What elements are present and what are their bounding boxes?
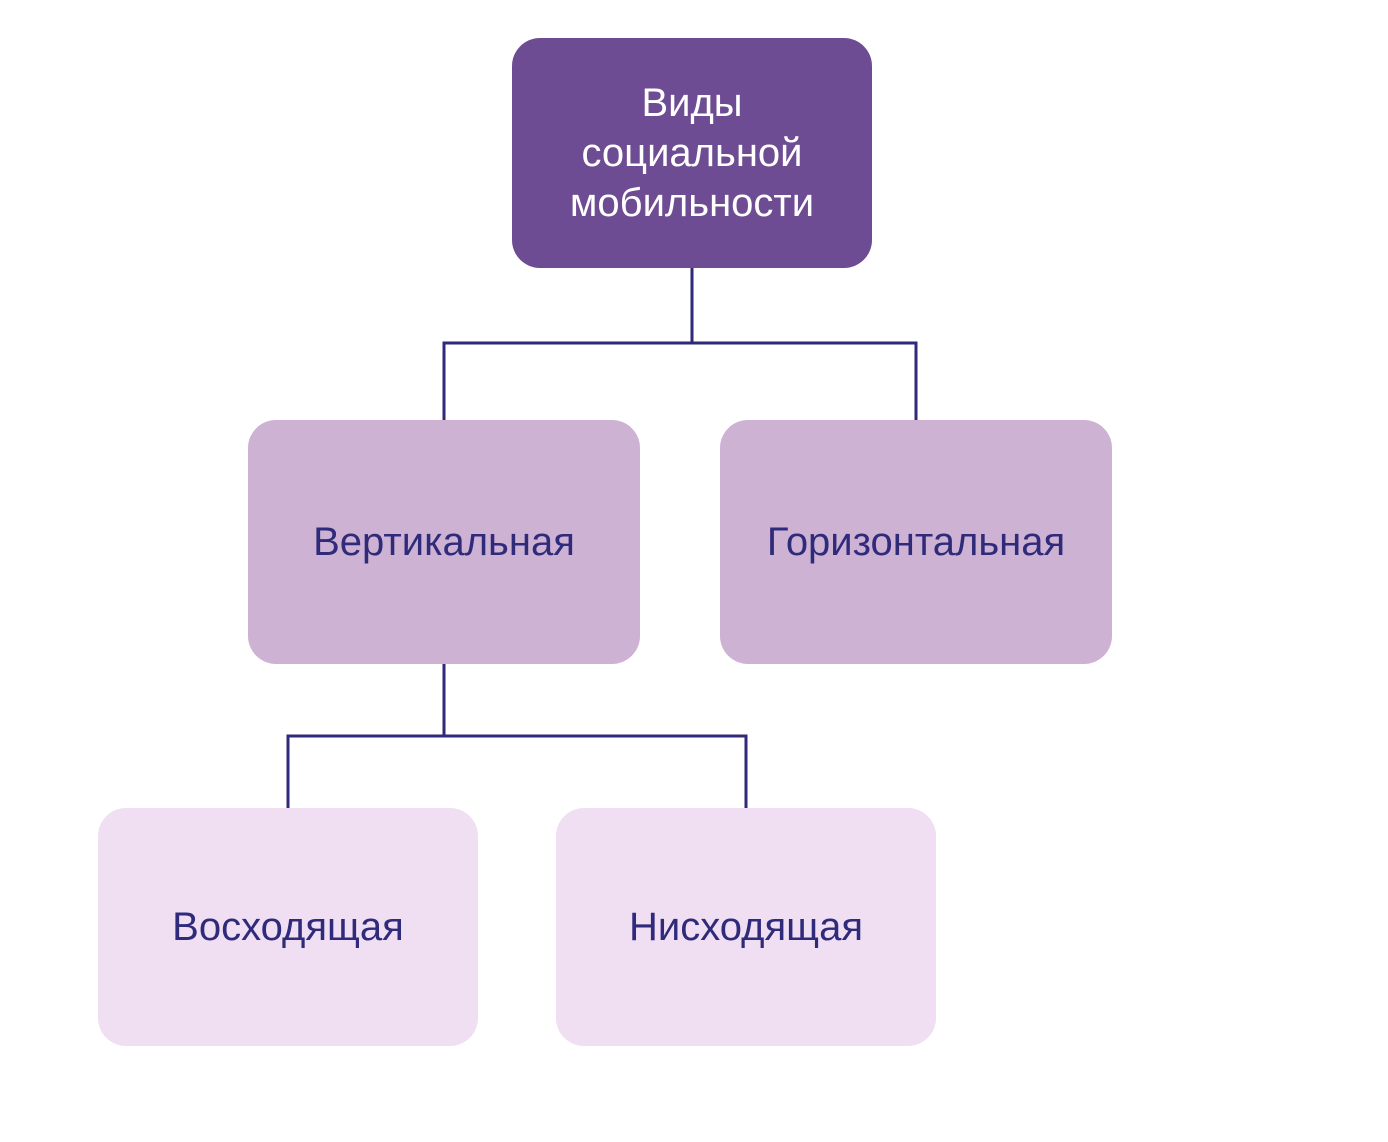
node-ascending: Восходящая [98, 808, 478, 1046]
node-vertical: Вертикальная [248, 420, 640, 664]
node-vertical-label: Вертикальная [313, 517, 575, 567]
tree-diagram: Виды социальной мобильности Вертикальная… [0, 0, 1388, 1142]
node-descending: Нисходящая [556, 808, 936, 1046]
node-root-label: Виды социальной мобильности [570, 78, 814, 228]
node-horizontal-label: Горизонтальная [767, 517, 1065, 567]
node-horizontal: Горизонтальная [720, 420, 1112, 664]
node-ascending-label: Восходящая [172, 902, 404, 952]
node-root: Виды социальной мобильности [512, 38, 872, 268]
node-descending-label: Нисходящая [629, 902, 863, 952]
